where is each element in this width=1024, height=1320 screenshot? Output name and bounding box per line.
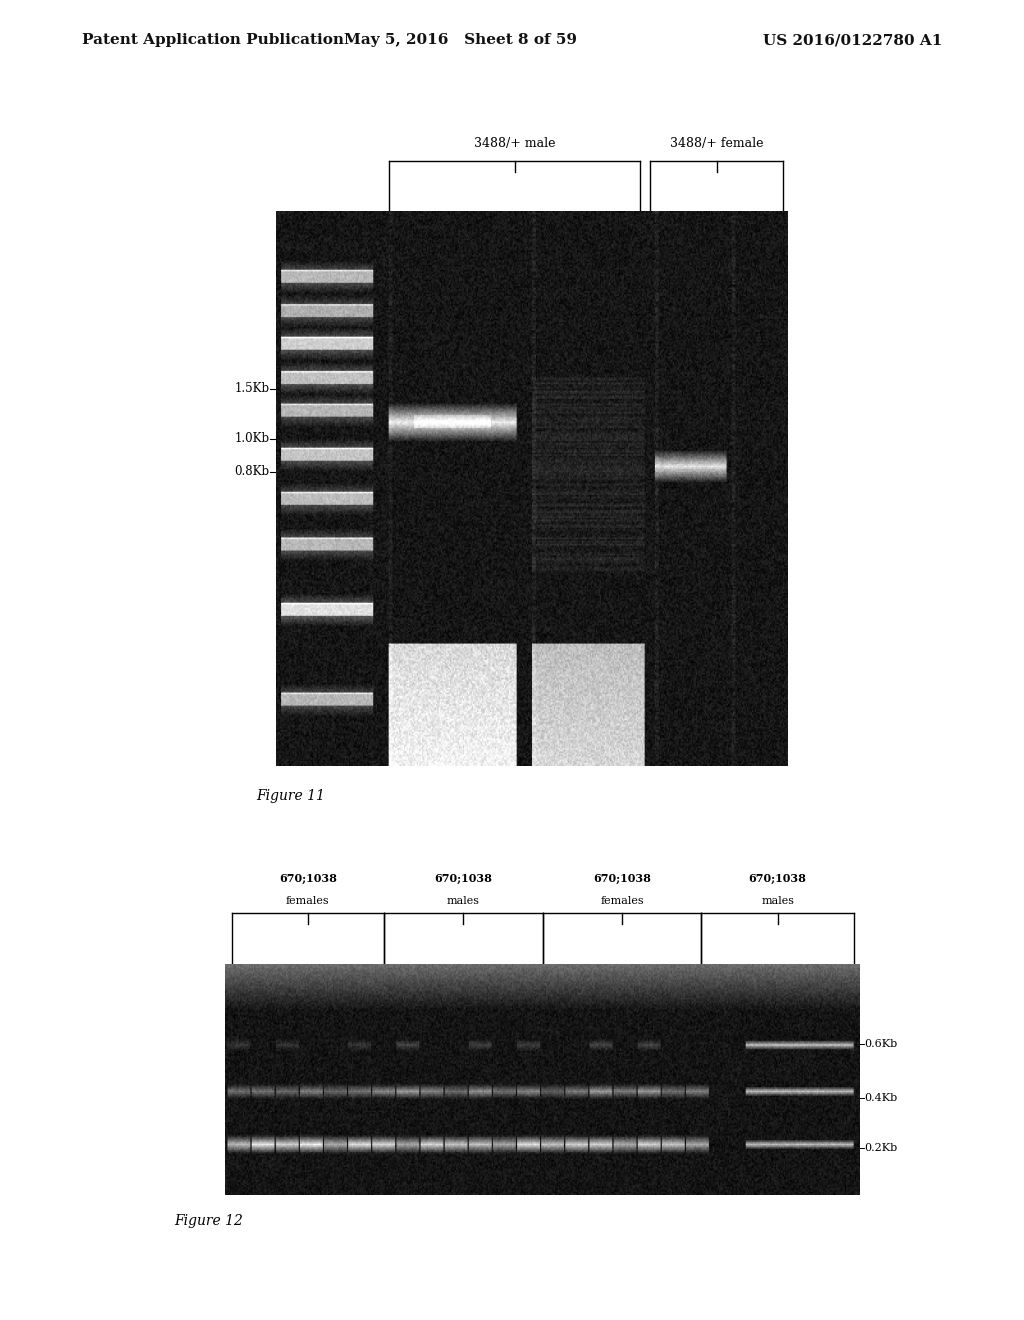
Text: Figure 12: Figure 12 bbox=[174, 1214, 243, 1229]
Text: 0.4Kb: 0.4Kb bbox=[864, 1093, 897, 1102]
Text: 1.5Kb: 1.5Kb bbox=[234, 381, 269, 395]
Text: 1.0Kb: 1.0Kb bbox=[234, 432, 269, 445]
Text: Patent Application Publication: Patent Application Publication bbox=[82, 33, 344, 48]
Text: females: females bbox=[286, 895, 330, 906]
Text: 670;1038: 670;1038 bbox=[279, 874, 337, 884]
Text: 670;1038: 670;1038 bbox=[749, 874, 807, 884]
Text: Figure 11: Figure 11 bbox=[256, 789, 325, 804]
Text: males: males bbox=[446, 895, 480, 906]
Text: 670;1038: 670;1038 bbox=[593, 874, 651, 884]
Text: 3488/+ female: 3488/+ female bbox=[670, 137, 764, 150]
Text: May 5, 2016   Sheet 8 of 59: May 5, 2016 Sheet 8 of 59 bbox=[344, 33, 578, 48]
Text: females: females bbox=[600, 895, 644, 906]
Text: US 2016/0122780 A1: US 2016/0122780 A1 bbox=[763, 33, 942, 48]
Text: 670;1038: 670;1038 bbox=[434, 874, 493, 884]
Text: 0.8Kb: 0.8Kb bbox=[234, 465, 269, 478]
Text: 3488/+ male: 3488/+ male bbox=[474, 137, 555, 150]
Text: 0.6Kb: 0.6Kb bbox=[864, 1039, 897, 1049]
Text: males: males bbox=[761, 895, 795, 906]
Text: 0.2Kb: 0.2Kb bbox=[864, 1143, 897, 1154]
